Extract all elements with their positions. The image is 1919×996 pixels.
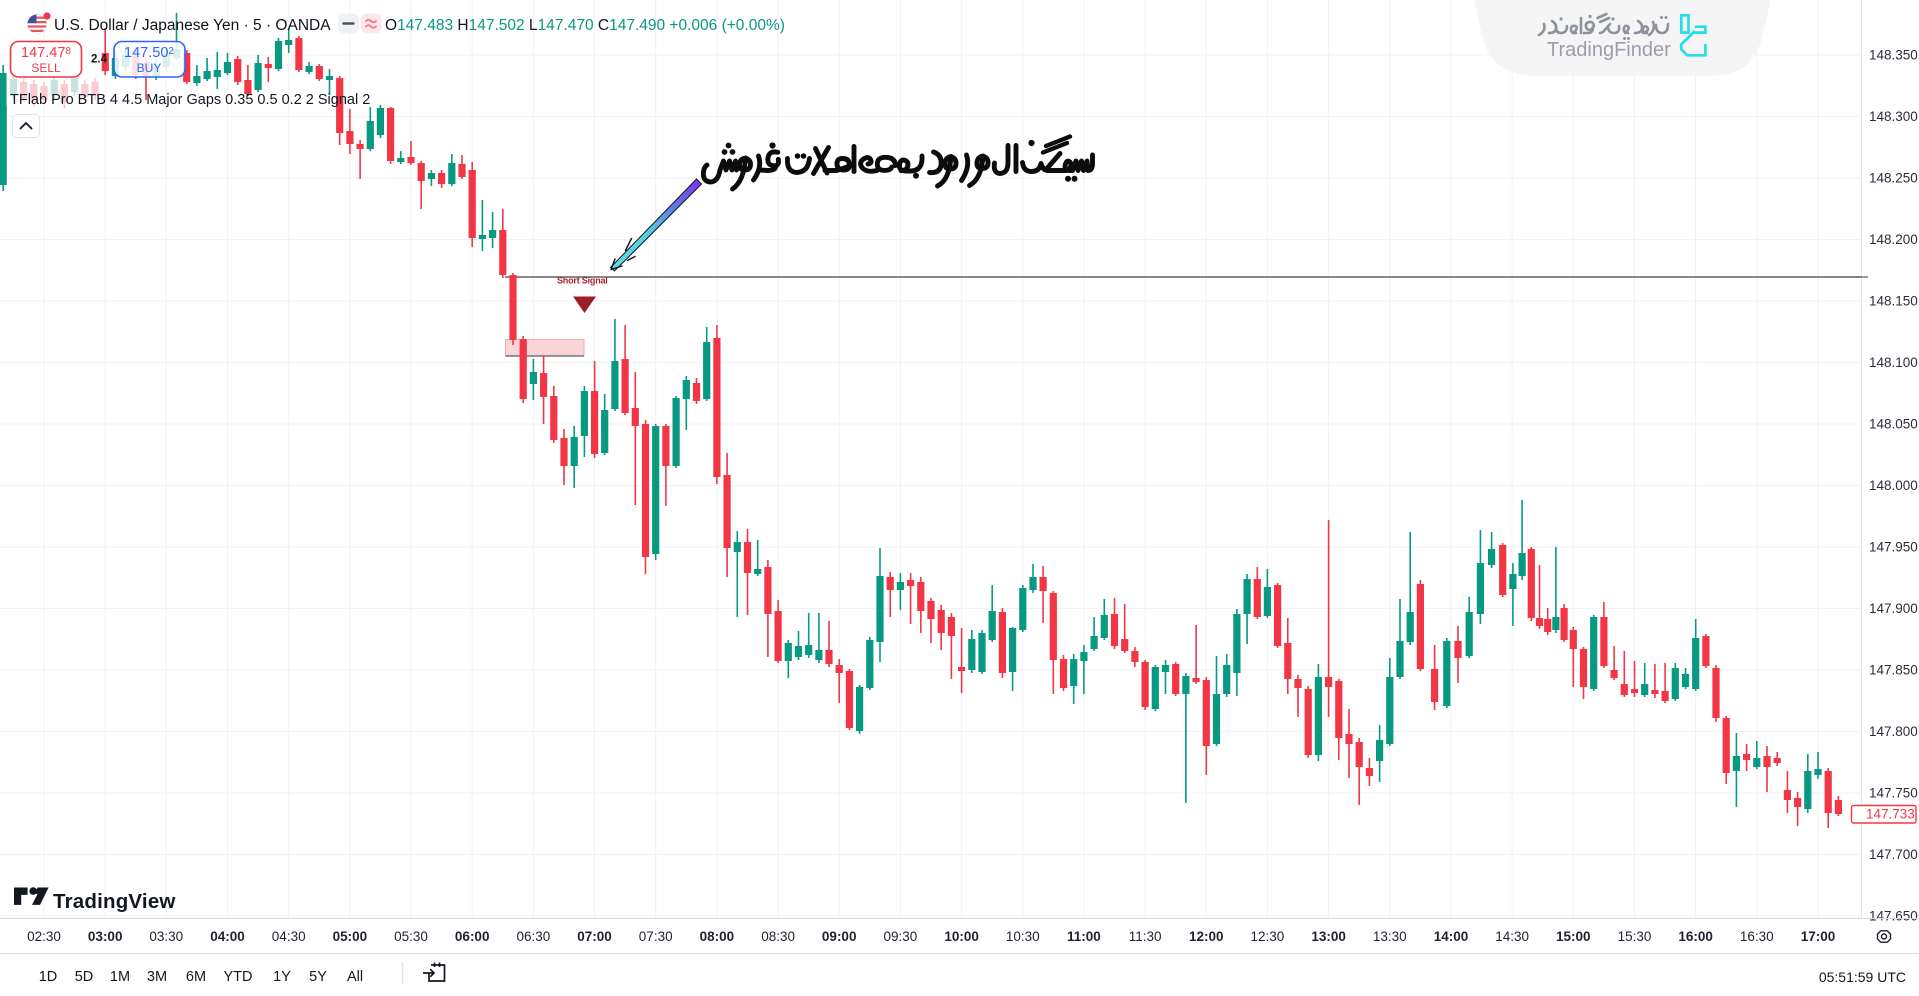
svg-text:05:00: 05:00	[333, 929, 368, 944]
svg-text:147.750: 147.750	[1869, 786, 1918, 801]
svg-text:16:30: 16:30	[1740, 929, 1774, 944]
svg-text:YTD: YTD	[224, 969, 253, 985]
svg-text:Short Signal: Short Signal	[557, 276, 608, 286]
svg-text:15:30: 15:30	[1618, 929, 1652, 944]
svg-text:147.502: 147.502	[124, 45, 174, 61]
svg-text:06:30: 06:30	[517, 929, 551, 944]
svg-text:04:30: 04:30	[272, 929, 306, 944]
svg-text:03:00: 03:00	[88, 929, 123, 944]
svg-text:1Y: 1Y	[273, 969, 291, 985]
svg-text:12:30: 12:30	[1251, 929, 1285, 944]
svg-text:All: All	[347, 969, 363, 985]
svg-text:16:00: 16:00	[1678, 929, 1713, 944]
svg-text:147.900: 147.900	[1869, 601, 1918, 616]
svg-text:3M: 3M	[147, 969, 167, 985]
svg-text:148.200: 148.200	[1869, 232, 1918, 247]
svg-text:09:00: 09:00	[822, 929, 857, 944]
svg-text:08:30: 08:30	[761, 929, 795, 944]
svg-text:148.250: 148.250	[1869, 171, 1918, 186]
svg-text:10:00: 10:00	[944, 929, 979, 944]
svg-text:147.850: 147.850	[1869, 663, 1918, 678]
svg-text:06:00: 06:00	[455, 929, 490, 944]
svg-text:TradingFinder: TradingFinder	[1547, 39, 1671, 61]
svg-text:02:30: 02:30	[27, 929, 61, 944]
svg-text:148.000: 148.000	[1869, 478, 1918, 493]
svg-text:TFlab Pro BTB 4 4.5 Major Gaps: TFlab Pro BTB 4 4.5 Major Gaps 0.35 0.5 …	[10, 92, 370, 108]
svg-text:09:30: 09:30	[884, 929, 918, 944]
svg-text:6M: 6M	[186, 969, 206, 985]
svg-text:148.100: 148.100	[1869, 355, 1918, 370]
svg-text:10:30: 10:30	[1006, 929, 1040, 944]
svg-text:147.950: 147.950	[1869, 540, 1918, 555]
svg-text:11:00: 11:00	[1067, 929, 1101, 944]
svg-text:17:00: 17:00	[1801, 929, 1836, 944]
svg-text:148.300: 148.300	[1869, 109, 1918, 124]
svg-text:TradingView: TradingView	[53, 890, 176, 913]
svg-text:1D: 1D	[39, 969, 58, 985]
svg-text:O147.483 H147.502 L147.470 C14: O147.483 H147.502 L147.470 C147.490 +0.0…	[385, 17, 785, 34]
svg-text:1M: 1M	[110, 969, 130, 985]
svg-text:08:00: 08:00	[700, 929, 735, 944]
svg-text:03:30: 03:30	[149, 929, 183, 944]
svg-text:14:00: 14:00	[1434, 929, 1469, 944]
svg-text:147.478: 147.478	[21, 45, 71, 61]
svg-text:147.733: 147.733	[1866, 807, 1915, 822]
svg-text:5D: 5D	[75, 969, 94, 985]
svg-text:05:51:59 UTC: 05:51:59 UTC	[1819, 969, 1906, 985]
svg-text:147.650: 147.650	[1869, 909, 1918, 924]
svg-text:148.050: 148.050	[1869, 417, 1918, 432]
svg-text:148.150: 148.150	[1869, 294, 1918, 309]
svg-text:13:30: 13:30	[1373, 929, 1407, 944]
svg-text:5Y: 5Y	[309, 969, 327, 985]
svg-text:13:00: 13:00	[1311, 929, 1346, 944]
svg-text:SELL: SELL	[31, 61, 61, 75]
svg-text:15:00: 15:00	[1556, 929, 1591, 944]
svg-text:11:30: 11:30	[1129, 929, 1162, 944]
svg-text:04:00: 04:00	[210, 929, 245, 944]
svg-text:148.350: 148.350	[1869, 48, 1918, 63]
svg-text:05:30: 05:30	[394, 929, 428, 944]
svg-text:12:00: 12:00	[1189, 929, 1224, 944]
svg-text:07:30: 07:30	[639, 929, 673, 944]
svg-text:U.S. Dollar / Japanese Yen · 5: U.S. Dollar / Japanese Yen · 5 · OANDA	[54, 17, 331, 34]
svg-text:BUY: BUY	[137, 61, 162, 75]
svg-text:14:30: 14:30	[1495, 929, 1529, 944]
svg-text:2.4: 2.4	[91, 54, 108, 66]
svg-text:147.700: 147.700	[1869, 847, 1918, 862]
svg-text:07:00: 07:00	[577, 929, 612, 944]
svg-text:147.800: 147.800	[1869, 724, 1918, 739]
